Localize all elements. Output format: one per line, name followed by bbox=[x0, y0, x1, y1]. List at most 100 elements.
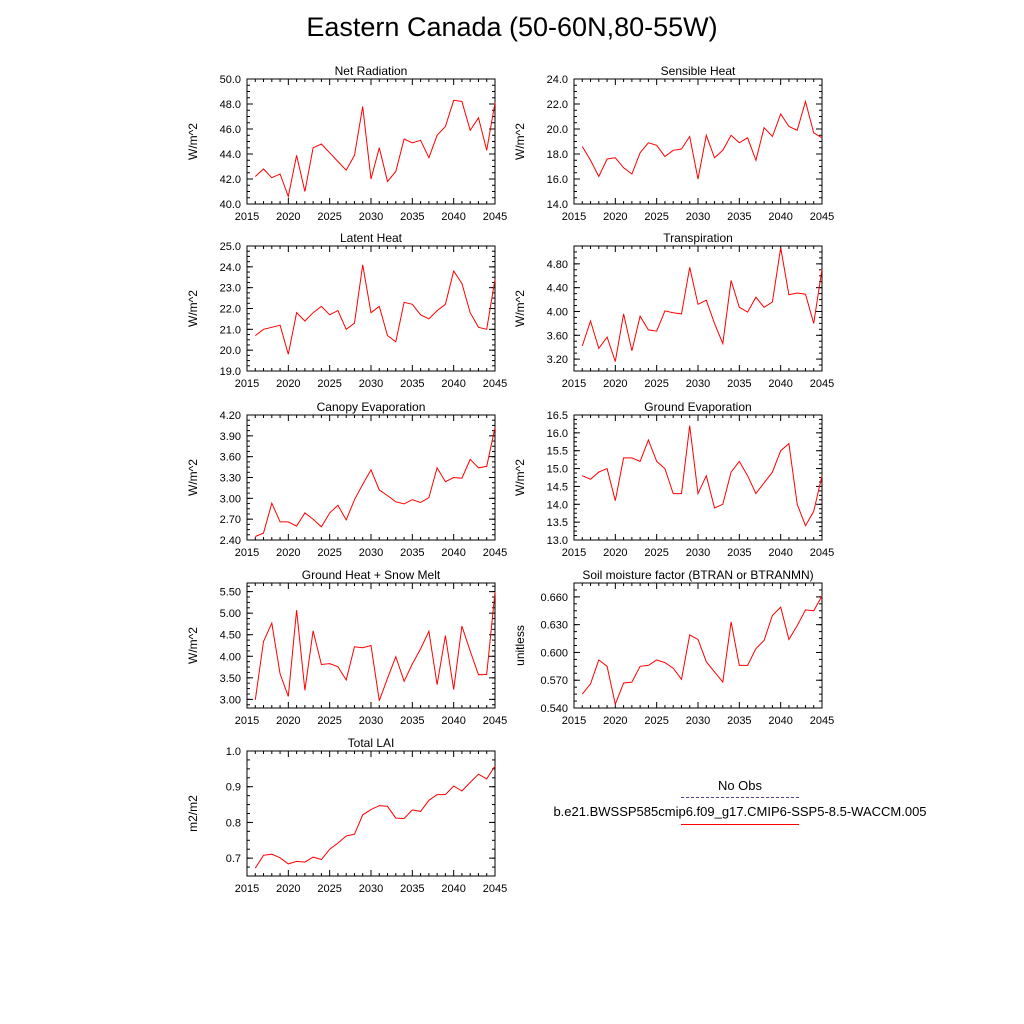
panel-title: Canopy Evaporation bbox=[317, 400, 426, 414]
y-tick-label: 44.0 bbox=[220, 149, 241, 161]
x-tick-label: 2045 bbox=[810, 378, 834, 390]
y-axis-label: m2/m2 bbox=[186, 795, 200, 832]
y-axis-label: W/m^2 bbox=[186, 459, 200, 496]
panel-8: Soil moisture factor (BTRAN or BTRANMN) u… bbox=[513, 568, 834, 727]
x-tick-label: 2030 bbox=[686, 547, 710, 559]
x-tick-label: 2040 bbox=[768, 715, 792, 727]
plot-frame bbox=[573, 582, 823, 709]
panel-title: Soil moisture factor (BTRAN or BTRANMN) bbox=[582, 568, 813, 582]
y-tick-label: 50.0 bbox=[220, 74, 241, 86]
x-tick-label: 2015 bbox=[235, 378, 259, 390]
y-axis-label: W/m^2 bbox=[513, 459, 527, 496]
x-tick-label: 2035 bbox=[400, 211, 424, 223]
y-tick-label: 0.9 bbox=[226, 782, 241, 794]
y-tick-label: 15.0 bbox=[547, 464, 568, 476]
x-tick-label: 2020 bbox=[276, 211, 300, 223]
series-line-1 bbox=[254, 264, 496, 355]
y-tick-label: 13.5 bbox=[547, 517, 568, 529]
y-tick-label: 48.0 bbox=[220, 99, 241, 111]
panel-3: Latent Heat W/m^2 2015 2020 2025 2030 2035 2040… bbox=[186, 231, 507, 390]
x-tick-label: 2045 bbox=[810, 211, 834, 223]
x-tick-label: 2045 bbox=[483, 378, 507, 390]
x-tick-label: 2020 bbox=[603, 211, 627, 223]
y-tick-label: 22.0 bbox=[547, 99, 568, 111]
x-tick-label: 2040 bbox=[441, 211, 465, 223]
legend-obs-line bbox=[681, 797, 799, 798]
x-tick-label: 2025 bbox=[317, 715, 341, 727]
panel-title: Latent Heat bbox=[340, 231, 403, 245]
panel-2: Sensible Heat W/m^2 2015 2020 2025 2030 2035 20… bbox=[513, 64, 834, 223]
y-axis-label: W/m^2 bbox=[513, 290, 527, 327]
y-tick-label: 15.5 bbox=[547, 446, 568, 458]
x-tick-label: 2025 bbox=[317, 547, 341, 559]
x-tick-label: 2045 bbox=[810, 715, 834, 727]
x-tick-label: 2040 bbox=[441, 883, 465, 895]
panel-9: Total LAI m2/m2 2015 2020 2025 2030 2035 2040 20… bbox=[186, 736, 507, 895]
x-tick-label: 2040 bbox=[768, 378, 792, 390]
x-tick-label: 2015 bbox=[235, 715, 259, 727]
y-tick-label: 3.50 bbox=[220, 673, 241, 685]
plot-frame bbox=[573, 78, 823, 205]
x-tick-label: 2025 bbox=[317, 378, 341, 390]
series-line-1 bbox=[582, 425, 823, 527]
plot-frame bbox=[246, 750, 496, 877]
panel-title: Sensible Heat bbox=[661, 64, 736, 78]
x-tick-label: 2030 bbox=[686, 378, 710, 390]
series-line-1 bbox=[255, 427, 496, 537]
panel-title: Transpiration bbox=[663, 231, 733, 245]
y-tick-label: 0.630 bbox=[540, 620, 568, 632]
plot-frame bbox=[246, 245, 496, 372]
panel-title: Total LAI bbox=[348, 736, 395, 750]
x-tick-label: 2015 bbox=[235, 883, 259, 895]
x-tick-label: 2020 bbox=[276, 883, 300, 895]
x-tick-label: 2030 bbox=[359, 211, 383, 223]
x-tick-label: 2025 bbox=[644, 715, 668, 727]
x-tick-label: 2030 bbox=[359, 883, 383, 895]
x-tick-label: 2030 bbox=[686, 211, 710, 223]
x-tick-label: 2030 bbox=[359, 547, 383, 559]
series-line-1 bbox=[254, 99, 496, 199]
y-tick-label: 40.0 bbox=[220, 199, 241, 211]
x-tick-label: 2025 bbox=[317, 211, 341, 223]
y-tick-label: 16.0 bbox=[547, 428, 568, 440]
x-tick-label: 2040 bbox=[441, 715, 465, 727]
x-tick-label: 2045 bbox=[483, 715, 507, 727]
x-tick-label: 2035 bbox=[400, 883, 424, 895]
y-tick-label: 14.5 bbox=[547, 481, 568, 493]
x-tick-label: 2030 bbox=[359, 378, 383, 390]
y-tick-label: 3.20 bbox=[547, 354, 568, 366]
figure-title: Eastern Canada (50-60N,80-55W) bbox=[306, 12, 718, 42]
panel-title: Net Radiation bbox=[335, 64, 408, 78]
y-tick-label: 23.0 bbox=[220, 283, 241, 295]
y-tick-label: 24.0 bbox=[220, 262, 241, 274]
y-tick-label: 0.540 bbox=[540, 703, 568, 715]
y-tick-label: 0.570 bbox=[540, 675, 568, 687]
legend-case-label: b.e21.BWSSP585cmip6.f09_g17.CMIP6-SSP5-8… bbox=[553, 804, 927, 819]
legend-obs-label: No Obs bbox=[717, 778, 763, 793]
x-tick-label: 2040 bbox=[441, 378, 465, 390]
series-line-1 bbox=[254, 765, 496, 869]
x-tick-label: 2020 bbox=[276, 378, 300, 390]
legend-case-line bbox=[681, 824, 799, 825]
y-axis-label: W/m^2 bbox=[186, 123, 200, 160]
panel-6: Ground Evaporation W/m^2 2015 2020 2025 2030 2… bbox=[513, 400, 834, 559]
x-tick-label: 2020 bbox=[276, 715, 300, 727]
y-tick-label: 0.7 bbox=[226, 853, 241, 865]
series-line-1 bbox=[581, 99, 823, 180]
x-tick-label: 2025 bbox=[317, 883, 341, 895]
x-tick-label: 2015 bbox=[235, 211, 259, 223]
plot-frame bbox=[573, 245, 823, 372]
x-tick-label: 2015 bbox=[562, 378, 586, 390]
series-line-1 bbox=[581, 247, 823, 362]
y-tick-label: 21.0 bbox=[220, 324, 241, 336]
series-line-1 bbox=[581, 595, 823, 707]
y-tick-label: 14.0 bbox=[547, 199, 568, 211]
x-tick-label: 2015 bbox=[562, 211, 586, 223]
x-tick-label: 2035 bbox=[727, 378, 751, 390]
y-tick-label: 13.0 bbox=[547, 535, 568, 547]
y-tick-label: 18.0 bbox=[547, 149, 568, 161]
y-tick-label: 3.00 bbox=[220, 493, 241, 505]
plot-frame bbox=[573, 414, 823, 541]
x-tick-label: 2045 bbox=[483, 211, 507, 223]
